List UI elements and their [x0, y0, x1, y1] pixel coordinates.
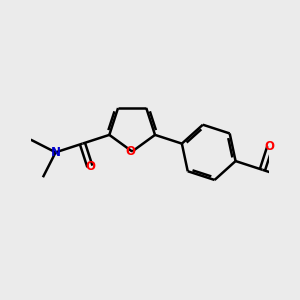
Text: O: O: [126, 145, 136, 158]
Text: O: O: [265, 140, 275, 154]
Text: N: N: [51, 146, 61, 159]
Text: O: O: [85, 160, 95, 173]
